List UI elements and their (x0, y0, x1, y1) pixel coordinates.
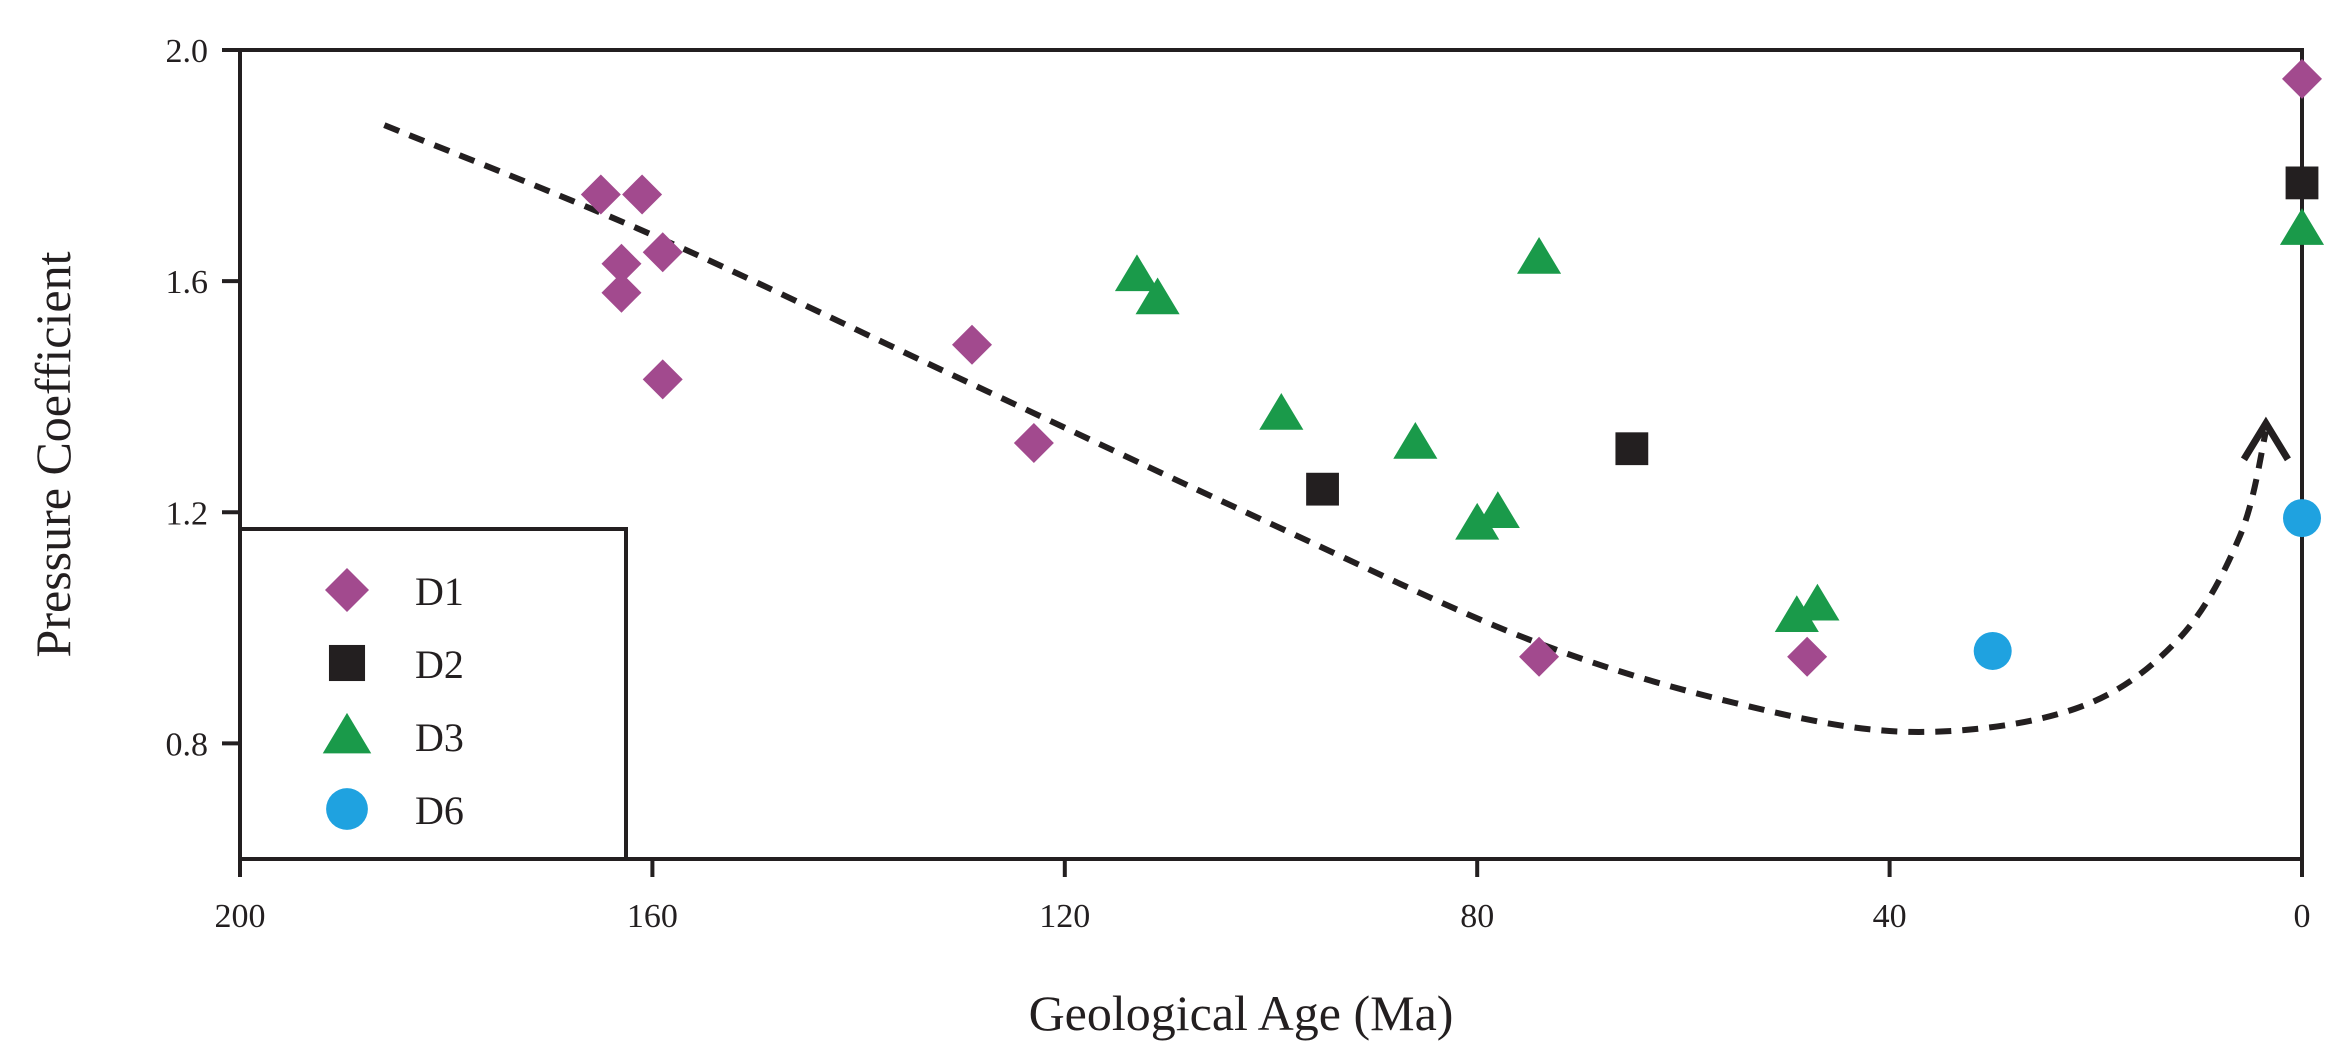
point-d1 (601, 272, 642, 313)
point-d1 (1787, 636, 1828, 677)
legend-label-d6: D6 (415, 788, 464, 833)
point-d3 (1774, 595, 1819, 633)
point-d2 (1306, 472, 1339, 506)
legend: D1 D2 D3 D6 (240, 527, 628, 859)
x-tick-label: 200 (215, 898, 266, 935)
x-tick-label: 80 (1460, 898, 1494, 935)
y-tick-label: 2.0 (166, 33, 209, 70)
point-d3 (1393, 421, 1438, 459)
point-d1 (1013, 422, 1054, 463)
point-d3 (1795, 583, 1840, 621)
point-d6 (1973, 631, 2012, 670)
point-d1 (642, 359, 683, 400)
point-d1 (580, 174, 621, 215)
x-tick-label: 40 (1873, 898, 1907, 935)
series-d6 (1973, 499, 2321, 670)
point-d1 (642, 232, 683, 273)
point-d3 (1475, 491, 1520, 529)
legend-marker-d1 (325, 568, 369, 612)
point-d1 (601, 243, 642, 284)
series-d1 (580, 58, 2322, 677)
x-axis-title: Geological Age (Ma) (1029, 985, 1454, 1041)
trend-group (383, 122, 2291, 735)
point-d1 (952, 324, 993, 365)
point-d2 (1615, 432, 1649, 466)
point-d3 (1259, 393, 1304, 430)
x-tick-label: 120 (1039, 898, 1090, 935)
point-d3 (2279, 208, 2325, 245)
point-d3 (1517, 237, 1562, 274)
axes-group: 200 160 120 80 40 0 0.8 1.2 1.6 2.0 Geological Age… (25, 33, 2311, 1041)
legend-label-d1: D1 (415, 569, 464, 614)
point-d2 (2285, 166, 2319, 200)
x-tick-label: 0 (2294, 898, 2311, 935)
point-d1 (622, 174, 663, 215)
series-d3 (1114, 208, 2325, 633)
legend-marker-d3 (322, 712, 372, 754)
trend-line (383, 122, 2269, 735)
trend-arrow-head (2240, 416, 2291, 462)
marks-group (580, 58, 2325, 677)
point-d1 (1519, 636, 1560, 677)
y-tick-label: 0.8 (166, 726, 209, 763)
point-d3 (1114, 254, 1160, 292)
series-d2 (1306, 166, 2319, 506)
legend-box (240, 527, 628, 859)
point-d3 (1135, 277, 1180, 315)
y-tick-label: 1.2 (166, 495, 209, 532)
y-axis-title: Pressure Coefficient (25, 251, 81, 657)
point-d1 (2282, 58, 2322, 99)
legend-marker-d6 (326, 788, 368, 830)
point-d6 (2283, 499, 2321, 538)
point-d3 (1455, 502, 1500, 540)
y-tick-label: 1.6 (166, 264, 209, 301)
legend-label-d3: D3 (415, 715, 464, 760)
plot-frame (238, 48, 2304, 861)
x-tick-label: 160 (627, 898, 678, 935)
legend-marker-d2 (328, 644, 366, 682)
legend-label-d2: D2 (415, 642, 464, 687)
